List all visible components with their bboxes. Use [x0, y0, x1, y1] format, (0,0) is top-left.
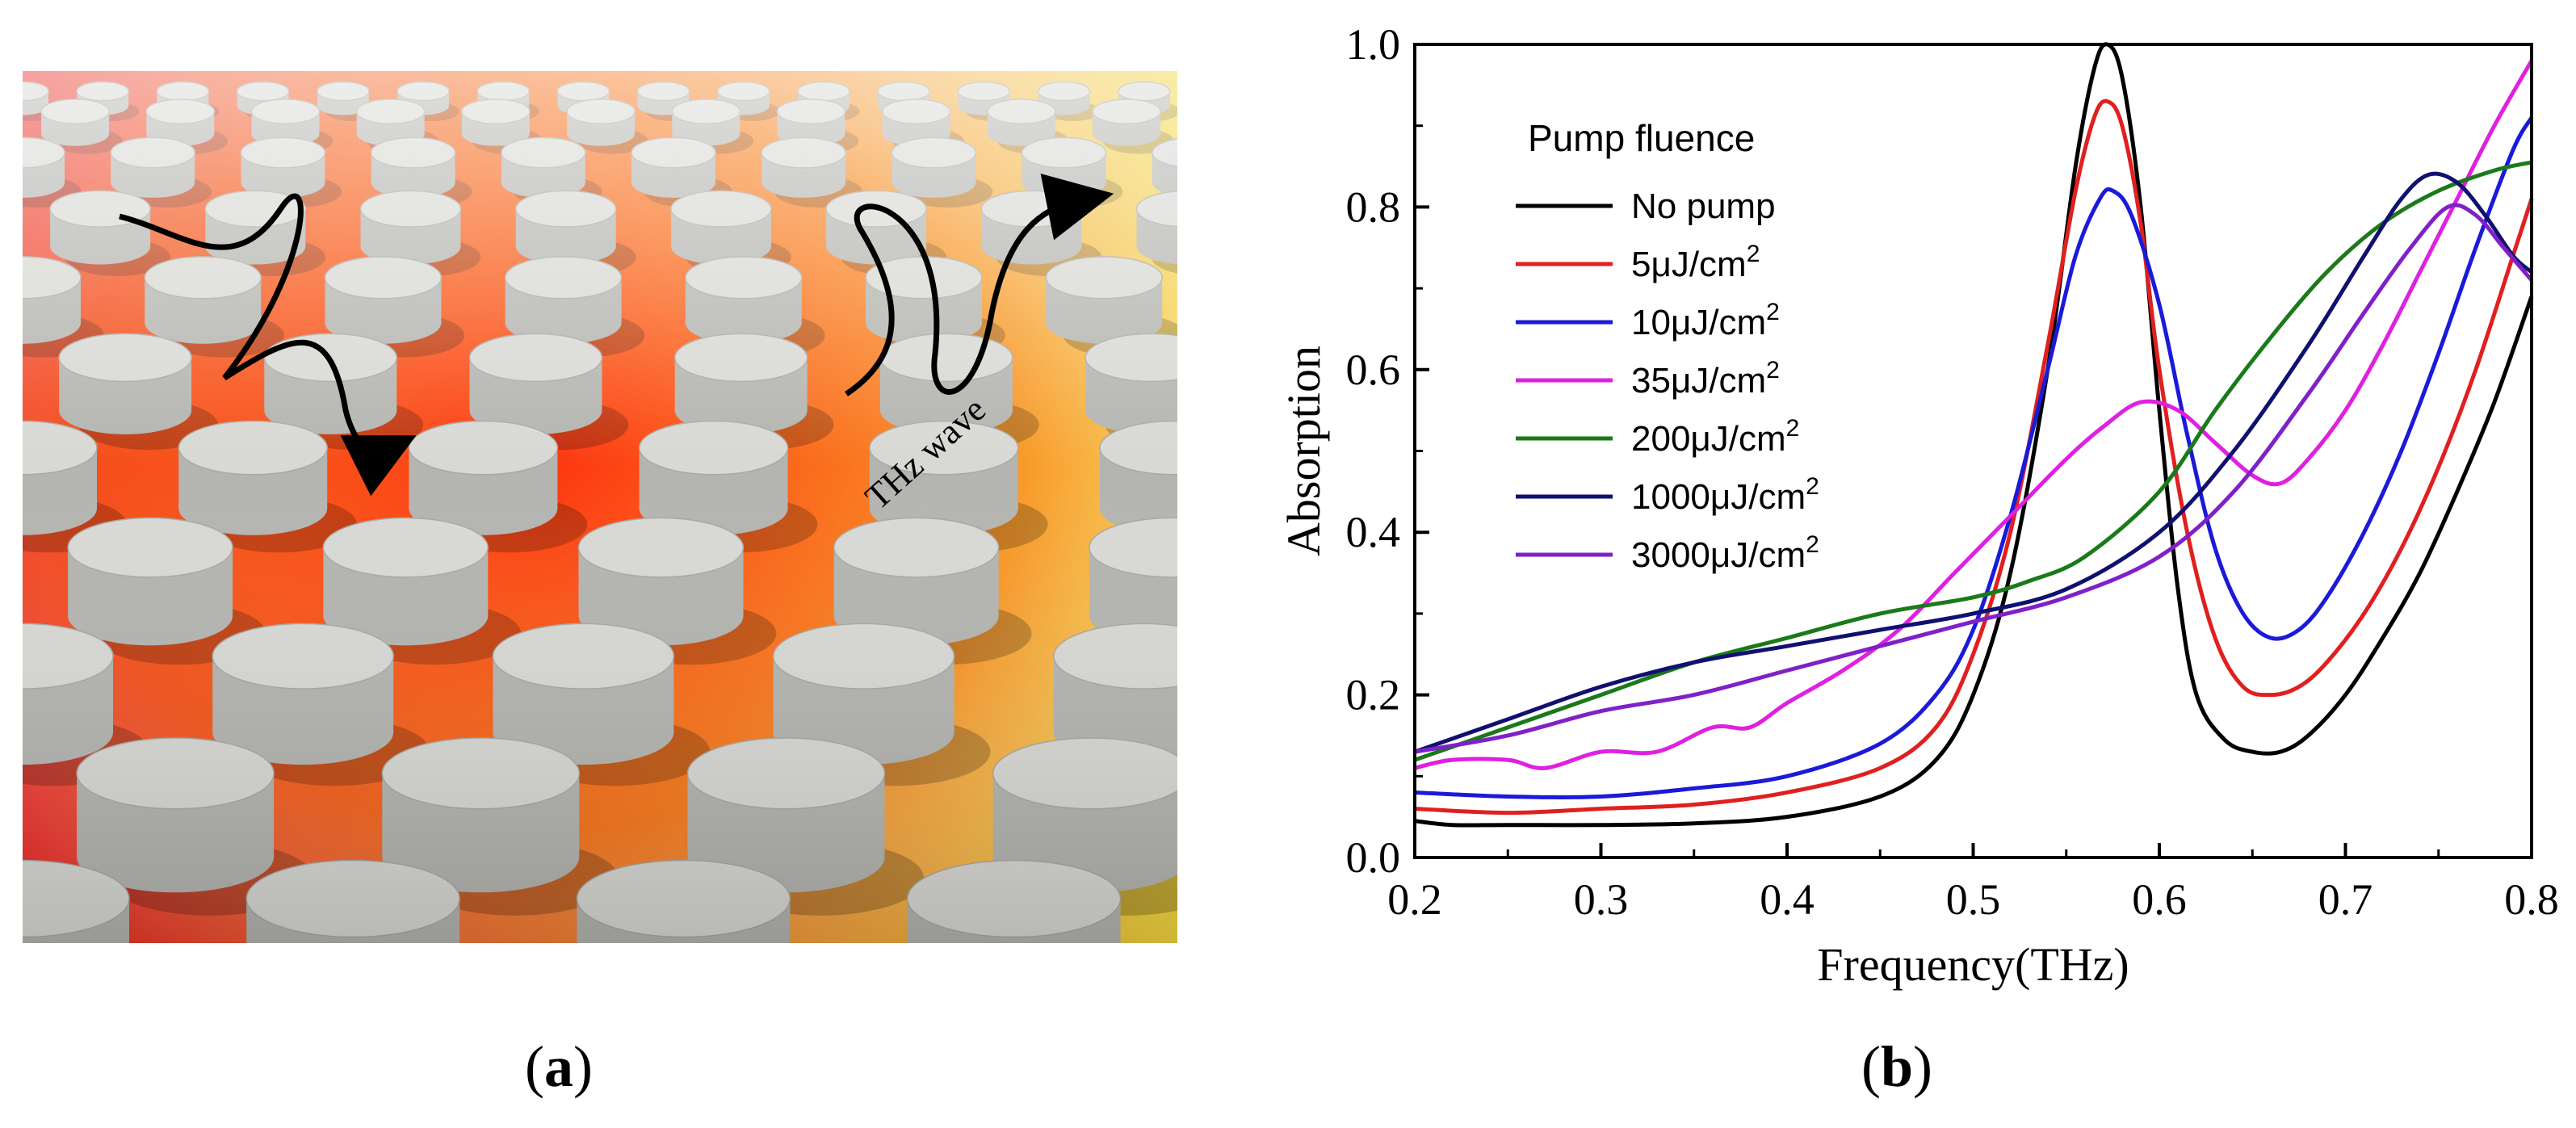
legend-entry: 35μJ/cm2	[1631, 357, 1780, 400]
legend-entry: 200μJ/cm2	[1631, 415, 1799, 459]
y-tick-label: 0.2	[1346, 671, 1401, 719]
y-tick-label: 0.6	[1346, 346, 1401, 394]
y-tick-label: 0.8	[1346, 182, 1401, 231]
y-tick-label: 0.0	[1346, 833, 1401, 882]
legend-entry: 5μJ/cm2	[1631, 241, 1760, 284]
y-axis-label: Absorption	[1278, 346, 1330, 556]
legend-entry: 1000μJ/cm2	[1631, 473, 1819, 517]
legend: Pump fluence No pump 5μJ/cm2 10μJ/cm2 35μJ/…	[1516, 117, 1819, 575]
x-tick-label: 0.7	[2318, 875, 2373, 924]
y-tick-label: 1.0	[1346, 20, 1401, 69]
caption-a: (a)	[525, 1034, 593, 1099]
plot-frame	[1413, 43, 2533, 859]
x-tick-label: 0.4	[1760, 875, 1815, 924]
incident-wave-arrow	[119, 193, 417, 497]
series-line-3	[1414, 59, 2534, 770]
caption-b: (b)	[1861, 1034, 1933, 1099]
x-tick-label: 0.3	[1574, 875, 1629, 924]
reflected-wave-arrow	[845, 174, 1114, 396]
y-tick-label: 0.4	[1346, 508, 1401, 556]
series-line-5	[1414, 171, 2533, 754]
metasurface-illustration: THz wave	[23, 71, 1177, 943]
series-line-0	[1414, 42, 2534, 828]
series-line-4	[1414, 160, 2532, 762]
series-line-1	[1414, 99, 2534, 816]
series-line-2	[1414, 116, 2534, 799]
caption-b-letter: b	[1880, 1034, 1914, 1099]
caption-a-letter: a	[543, 1034, 573, 1099]
haze	[23, 71, 1177, 943]
x-tick-label: 0.5	[1946, 875, 2001, 924]
x-axis-label: Frequency(THz)	[1817, 938, 2129, 991]
x-tick-label: 0.2	[1387, 875, 1442, 924]
legend-entry: 3000μJ/cm2	[1631, 531, 1819, 575]
x-tick-label: 0.6	[2132, 875, 2187, 924]
series-line-6	[1414, 203, 2533, 754]
legend-title: Pump fluence	[1528, 117, 1755, 159]
x-tick-label: 0.8	[2504, 875, 2559, 924]
legend-entry: 10μJ/cm2	[1631, 299, 1780, 342]
legend-entry: No pump	[1631, 187, 1776, 226]
